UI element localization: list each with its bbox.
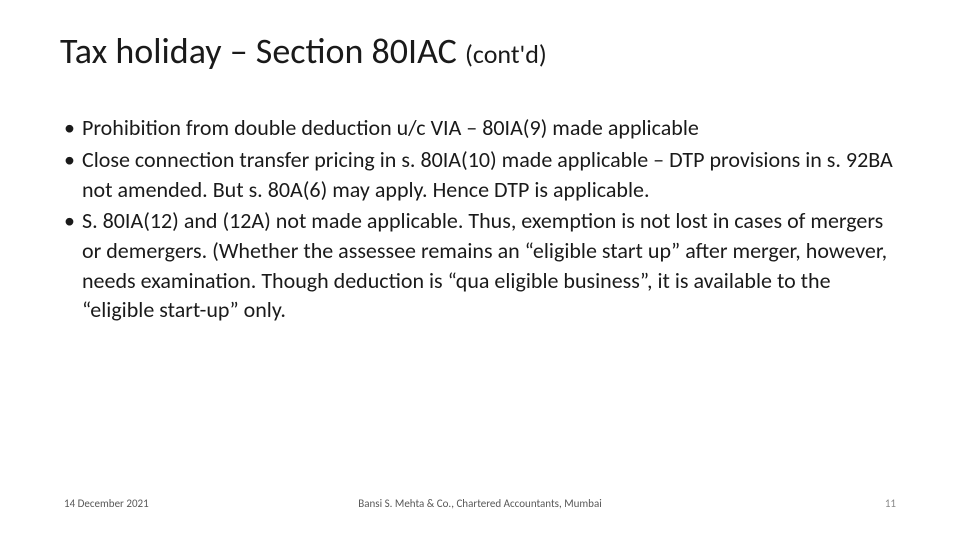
slide-container: Tax holiday – Section 80IAC (cont'd) Pro…	[0, 0, 960, 540]
slide-content: Prohibition from double deduction u/c VI…	[60, 113, 900, 497]
bullet-item: Close connection transfer pricing in s. …	[60, 145, 900, 204]
slide-footer: 14 December 2021 Bansi S. Mehta & Co., C…	[60, 497, 900, 520]
bullet-list: Prohibition from double deduction u/c VI…	[60, 113, 900, 325]
slide-title: Tax holiday – Section 80IAC (cont'd)	[60, 30, 900, 73]
footer-page-number: 11	[688, 497, 896, 510]
title-suffix: (cont'd)	[465, 38, 547, 70]
bullet-item: Prohibition from double deduction u/c VI…	[60, 113, 900, 143]
footer-date: 14 December 2021	[64, 497, 272, 510]
bullet-item: S. 80IA(12) and (12A) not made applicabl…	[60, 206, 900, 325]
footer-center: Bansi S. Mehta & Co., Chartered Accounta…	[272, 497, 688, 510]
title-main: Tax holiday – Section 80IAC	[60, 29, 465, 73]
